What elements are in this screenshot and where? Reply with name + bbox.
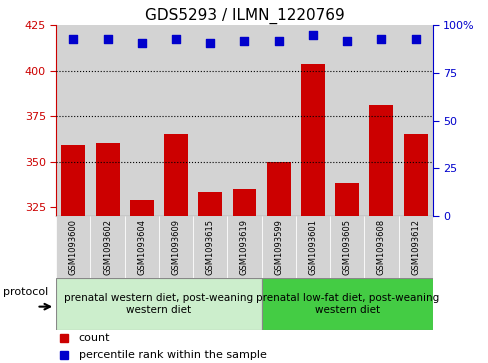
Text: GSM1093619: GSM1093619 xyxy=(240,219,248,275)
Bar xyxy=(300,64,324,216)
Point xyxy=(172,36,180,42)
Bar xyxy=(56,278,261,330)
Point xyxy=(138,40,145,45)
Text: percentile rank within the sample: percentile rank within the sample xyxy=(79,350,266,360)
Text: GSM1093608: GSM1093608 xyxy=(376,219,385,275)
Bar xyxy=(96,143,119,216)
Point xyxy=(103,36,111,42)
Bar xyxy=(295,25,329,216)
Point xyxy=(343,38,350,44)
Bar xyxy=(329,25,364,216)
Bar xyxy=(193,25,227,216)
Bar xyxy=(364,216,398,278)
Bar xyxy=(159,216,193,278)
Bar xyxy=(261,25,295,216)
Bar xyxy=(227,216,261,278)
Bar xyxy=(56,216,90,278)
Bar xyxy=(56,25,90,216)
Bar xyxy=(295,216,329,278)
Text: prenatal low-fat diet, post-weaning
western diet: prenatal low-fat diet, post-weaning west… xyxy=(255,293,438,315)
Bar xyxy=(159,25,193,216)
Bar xyxy=(398,216,432,278)
Bar xyxy=(227,25,261,216)
Point xyxy=(240,38,248,44)
Bar xyxy=(369,105,392,216)
Point xyxy=(377,36,385,42)
Text: GSM1093615: GSM1093615 xyxy=(205,219,214,275)
Text: GSM1093612: GSM1093612 xyxy=(410,219,419,275)
Bar xyxy=(129,200,153,216)
Text: GSM1093602: GSM1093602 xyxy=(103,219,112,275)
Point xyxy=(206,40,214,45)
Text: GSM1093609: GSM1093609 xyxy=(171,219,180,275)
Bar xyxy=(198,192,222,216)
Bar xyxy=(266,162,290,216)
Bar xyxy=(261,278,432,330)
Bar xyxy=(90,25,124,216)
Bar xyxy=(61,145,85,216)
Text: protocol: protocol xyxy=(3,287,48,297)
Bar xyxy=(90,216,124,278)
Point xyxy=(69,36,77,42)
Text: count: count xyxy=(79,334,110,343)
Bar xyxy=(193,216,227,278)
Text: GSM1093605: GSM1093605 xyxy=(342,219,351,275)
Bar xyxy=(261,216,295,278)
Point xyxy=(411,36,419,42)
Text: GSM1093601: GSM1093601 xyxy=(308,219,317,275)
Bar xyxy=(124,25,159,216)
Bar xyxy=(329,216,364,278)
Bar xyxy=(163,134,187,216)
Point xyxy=(274,38,282,44)
Bar xyxy=(334,183,358,216)
Bar xyxy=(398,25,432,216)
Text: GSM1093600: GSM1093600 xyxy=(69,219,78,275)
Point xyxy=(308,32,316,38)
Bar xyxy=(124,216,159,278)
Title: GDS5293 / ILMN_1220769: GDS5293 / ILMN_1220769 xyxy=(144,8,344,24)
Bar xyxy=(364,25,398,216)
Bar xyxy=(403,134,427,216)
Bar xyxy=(232,189,256,216)
Text: prenatal western diet, post-weaning
western diet: prenatal western diet, post-weaning west… xyxy=(64,293,253,315)
Text: GSM1093604: GSM1093604 xyxy=(137,219,146,275)
Text: GSM1093599: GSM1093599 xyxy=(274,219,283,275)
